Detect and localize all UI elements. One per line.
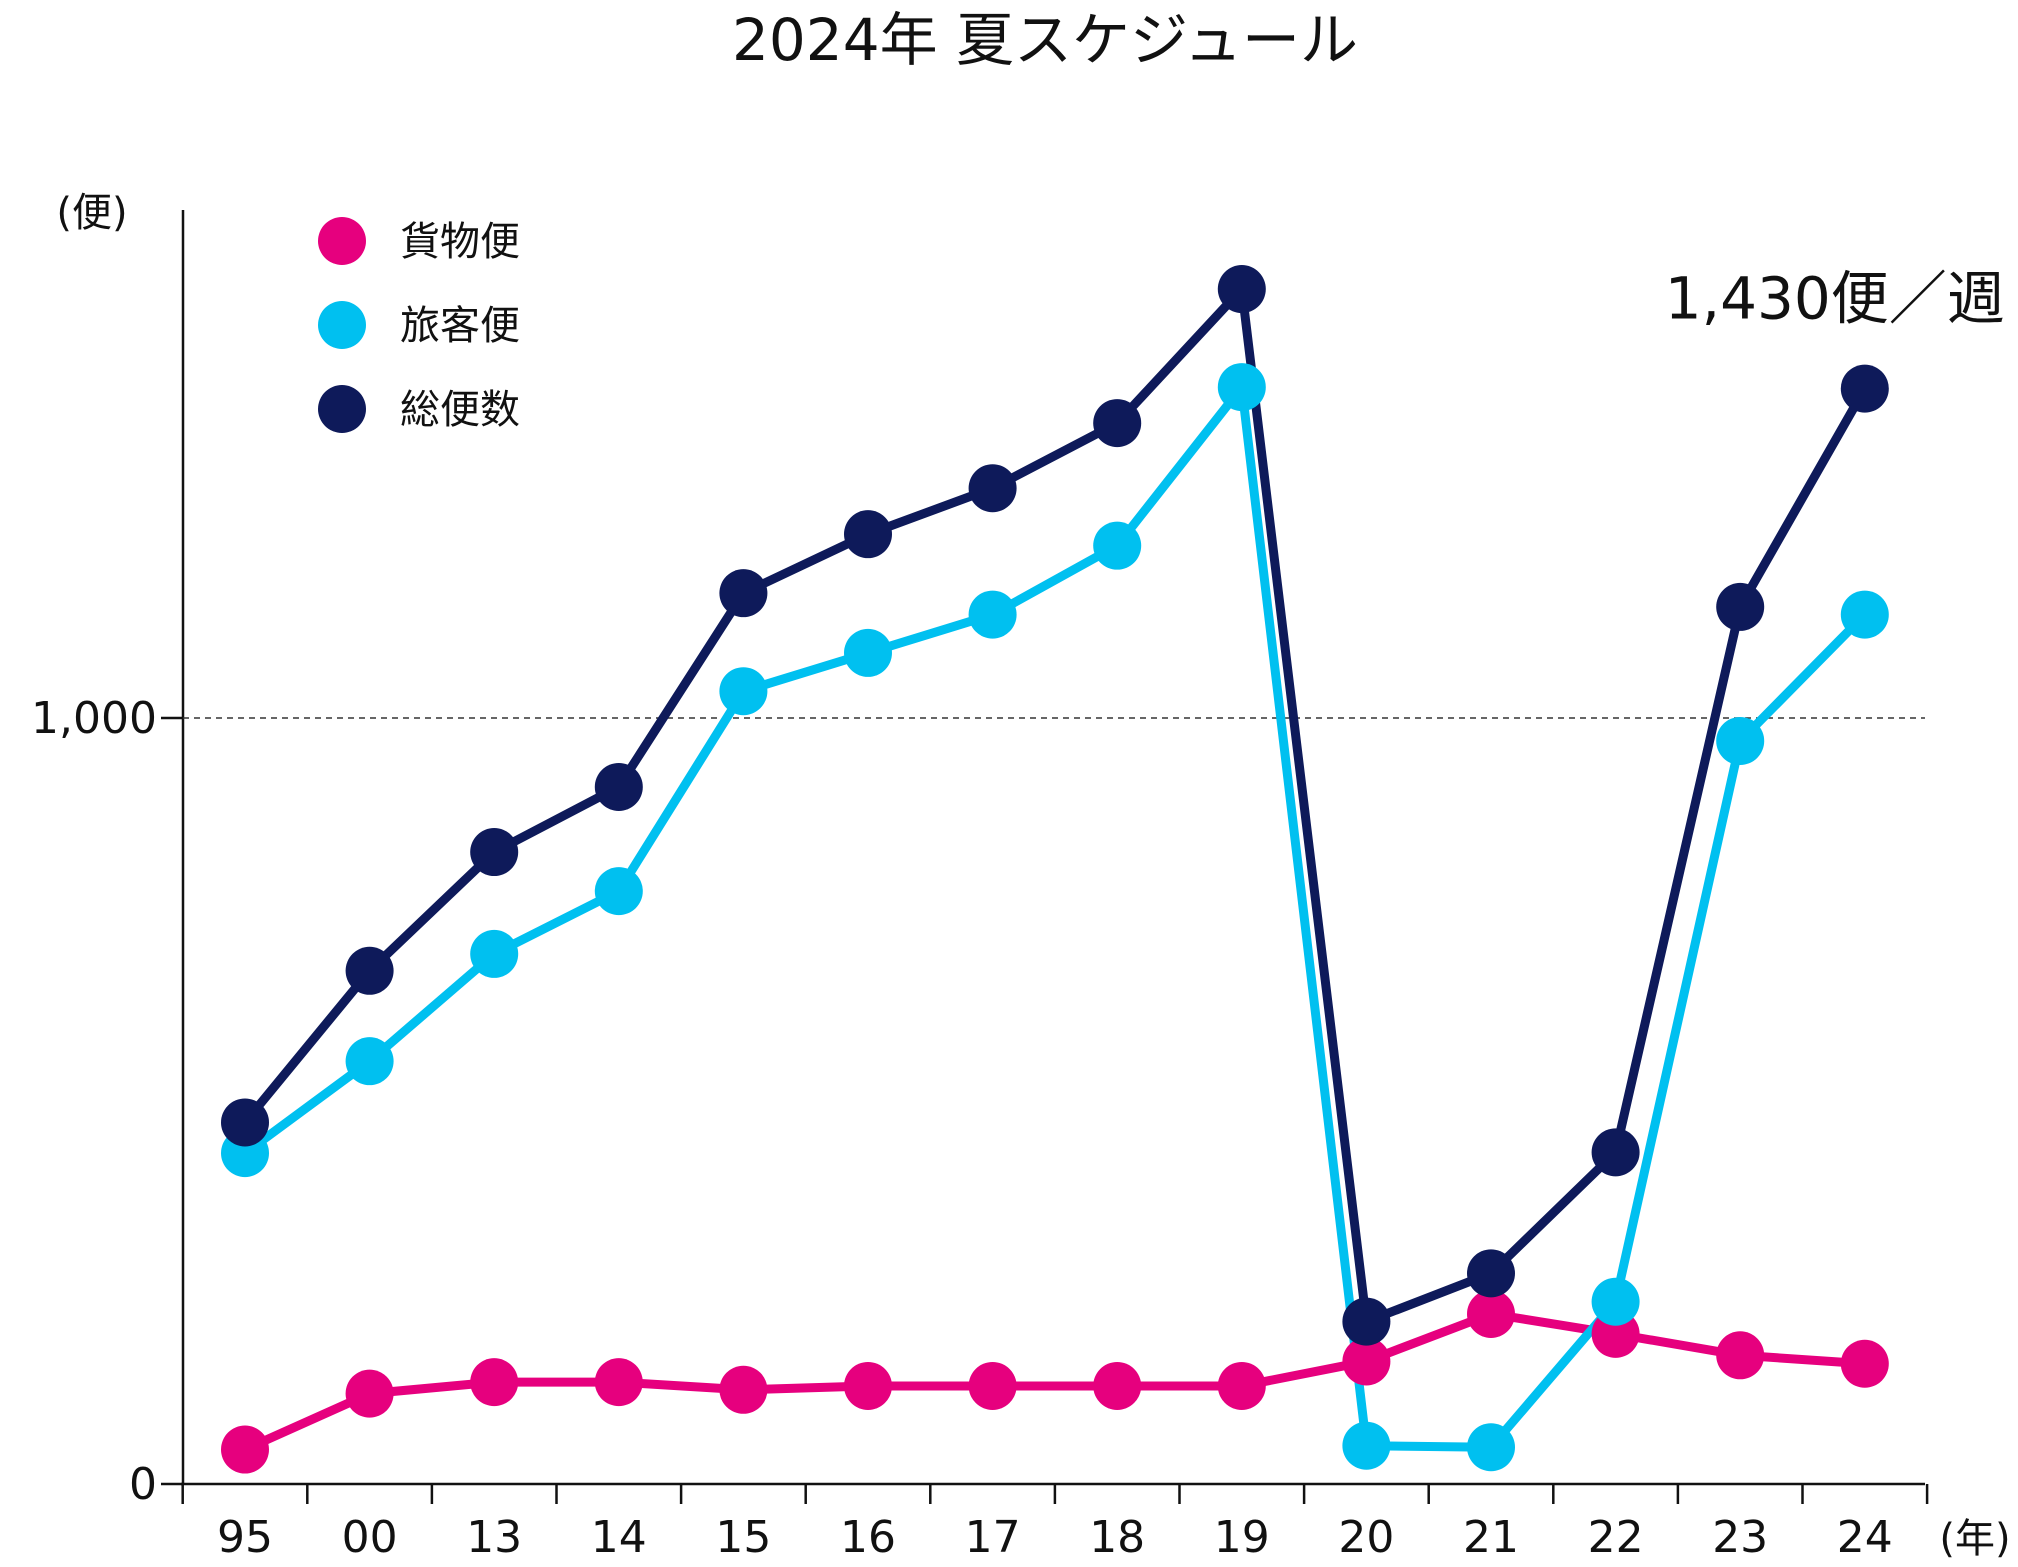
data-point-0-7 [1093,1361,1142,1410]
data-point-1-10 [1467,1423,1515,1472]
data-point-0-6 [968,1361,1017,1410]
data-point-0-1 [345,1369,394,1418]
data-point-0-0 [221,1425,269,1474]
data-point-0-9 [1342,1337,1391,1386]
data-point-0-12 [1716,1331,1765,1380]
data-point-0-2 [470,1358,519,1407]
data-point-2-2 [470,828,519,877]
annotation-1430: 1,430便／週 [1665,265,2005,333]
x-tick-label: 24 [1837,1512,1893,1563]
data-point-0-5 [844,1361,892,1410]
x-tick-label: 14 [591,1512,647,1563]
data-point-2-8 [1217,265,1266,314]
data-point-1-4 [719,667,768,716]
data-point-1-13 [1840,590,1889,639]
data-point-1-3 [594,867,643,916]
legend-marker [318,301,366,349]
series-points [221,265,1889,1474]
x-axis-unit-label: (年) [1939,1516,2010,1562]
y-tick-label: 1,000 [31,693,157,744]
x-tick-label: 95 [217,1512,273,1563]
data-point-2-3 [594,762,643,811]
data-point-2-4 [719,569,768,618]
data-point-1-5 [844,628,892,677]
data-point-1-11 [1591,1277,1640,1326]
y-tick-label: 0 [129,1459,157,1510]
x-tick-label: 22 [1588,1512,1644,1563]
data-point-0-4 [719,1365,768,1414]
legend-label: 貨物便 [400,219,520,265]
data-point-2-9 [1342,1297,1391,1346]
legend-marker [318,385,366,433]
axes: 0 1,000 95 00 13 14 15 16 17 18 19 20 21 22 23 24 [31,210,1929,1563]
data-point-2-6 [968,464,1017,513]
x-tick-label: 15 [715,1512,771,1563]
data-point-1-6 [968,590,1017,639]
data-point-2-13 [1840,364,1889,413]
data-point-1-8 [1217,363,1266,412]
data-point-0-8 [1217,1361,1266,1410]
x-tick-label: 00 [342,1512,398,1563]
x-tick-label: 18 [1089,1512,1145,1563]
data-point-1-12 [1716,716,1765,765]
data-point-2-10 [1467,1249,1515,1298]
data-point-2-1 [345,946,394,995]
data-point-1-1 [345,1037,394,1086]
legend-label: 旅客便 [400,303,520,349]
y-axis-unit-label: (便) [56,190,127,236]
data-point-0-3 [594,1358,643,1407]
data-point-1-2 [470,929,519,978]
x-tick-label: 19 [1214,1512,1270,1563]
data-point-1-9 [1342,1421,1391,1470]
data-point-2-7 [1093,399,1142,448]
legend-marker [318,217,366,265]
data-point-1-7 [1093,521,1142,570]
data-point-2-11 [1591,1128,1640,1177]
x-tick-label: 21 [1463,1512,1519,1563]
x-tick-label: 16 [840,1512,896,1563]
data-point-2-0 [221,1098,269,1147]
data-point-2-5 [844,510,892,559]
data-point-2-12 [1716,582,1765,631]
x-tick-label: 23 [1712,1512,1768,1563]
x-tick-label: 17 [965,1512,1021,1563]
x-tick-label: 13 [466,1512,522,1563]
chart-title: 2024年 夏スケジュール [732,6,1358,74]
data-point-0-10 [1467,1289,1515,1338]
legend-label: 総便数 [400,387,520,433]
data-point-0-13 [1840,1339,1889,1388]
x-tick-label: 20 [1338,1512,1394,1563]
